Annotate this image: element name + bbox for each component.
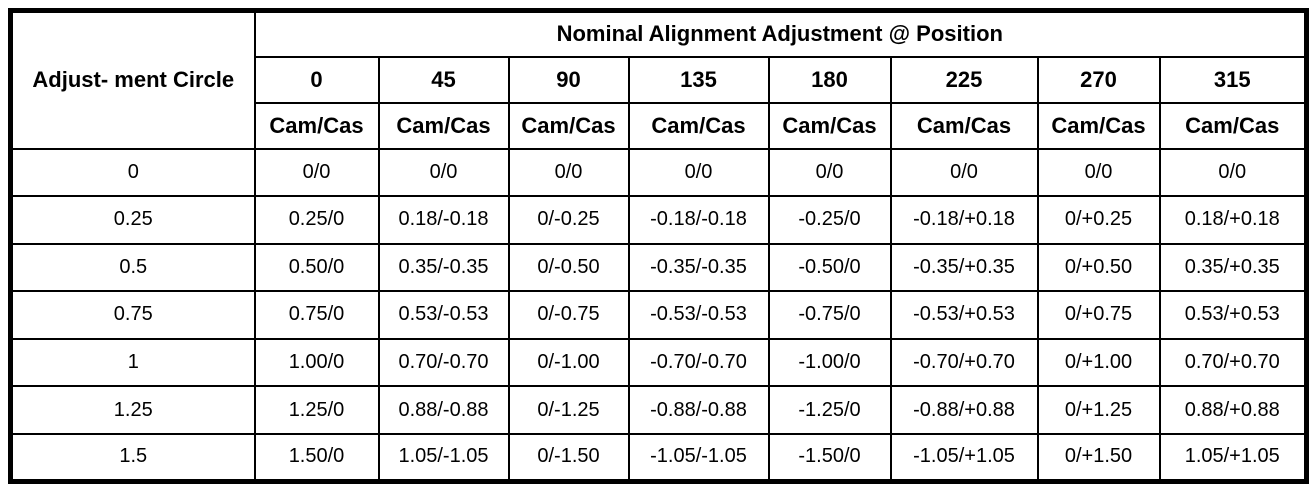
subheader-cam-cas-45: Cam/Cas bbox=[377, 101, 510, 150]
table-row-circle-1-25: 1.25 1.25/0 0.88/-0.88 0/-1.25 -0.88/-0.… bbox=[9, 385, 1308, 435]
table-cell: -0.35/+0.35 bbox=[889, 242, 1039, 293]
table-cell: 0.88/-0.88 bbox=[377, 385, 510, 435]
circle-value: 1 bbox=[9, 337, 256, 388]
table-cell: 1.50/0 bbox=[253, 432, 380, 483]
table-cell: 0.88/+0.88 bbox=[1158, 385, 1308, 435]
table-cell: -1.00/0 bbox=[767, 337, 892, 388]
group-header-nominal-alignment: Nominal Alignment Adjustment @ Position bbox=[253, 9, 1308, 58]
table-cell: 0/0 bbox=[507, 147, 630, 198]
subheader-cam-cas-90: Cam/Cas bbox=[507, 101, 630, 150]
alignment-adjustment-table: Adjust- ment Circle Nominal Alignment Ad… bbox=[8, 8, 1310, 484]
position-header-135: 135 bbox=[627, 55, 770, 104]
table-cell: 1.05/+1.05 bbox=[1158, 432, 1308, 483]
table-row-circle-1-5: 1.5 1.50/0 1.05/-1.05 0/-1.50 -1.05/-1.0… bbox=[9, 432, 1308, 483]
table-cell: 0/-1.00 bbox=[507, 337, 630, 388]
table-row-circle-0-25: 0.25 0.25/0 0.18/-0.18 0/-0.25 -0.18/-0.… bbox=[9, 195, 1308, 245]
circle-value: 0 bbox=[9, 147, 256, 198]
subheader-cam-cas-225: Cam/Cas bbox=[889, 101, 1039, 150]
table-cell: 1.25/0 bbox=[253, 385, 380, 435]
position-header-90: 90 bbox=[507, 55, 630, 104]
table-cell: 1.00/0 bbox=[253, 337, 380, 388]
table-cell: 0.18/-0.18 bbox=[377, 195, 510, 245]
table-cell: -0.53/+0.53 bbox=[889, 290, 1039, 340]
table-cell: 0/+0.25 bbox=[1036, 195, 1161, 245]
circle-value: 0.25 bbox=[9, 195, 256, 245]
position-header-225: 225 bbox=[889, 55, 1039, 104]
table-cell: 0/0 bbox=[377, 147, 510, 198]
table-cell: 0/+1.50 bbox=[1036, 432, 1161, 483]
table-cell: 0/0 bbox=[1158, 147, 1308, 198]
table-cell: -0.18/-0.18 bbox=[627, 195, 770, 245]
subheader-cam-cas-270: Cam/Cas bbox=[1036, 101, 1161, 150]
corner-header-adjustment-circle: Adjust- ment Circle bbox=[9, 9, 256, 150]
table-cell: -1.05/-1.05 bbox=[627, 432, 770, 483]
table-cell: 0.53/-0.53 bbox=[377, 290, 510, 340]
table-row-circle-1: 1 1.00/0 0.70/-0.70 0/-1.00 -0.70/-0.70 … bbox=[9, 337, 1308, 388]
subheader-row: Cam/Cas Cam/Cas Cam/Cas Cam/Cas Cam/Cas … bbox=[11, 101, 1308, 150]
circle-value: 1.25 bbox=[9, 385, 256, 435]
table-cell: 0/-1.25 bbox=[507, 385, 630, 435]
subheader-cam-cas-315: Cam/Cas bbox=[1158, 101, 1308, 150]
table-cell: -0.25/0 bbox=[767, 195, 892, 245]
table-cell: 1.05/-1.05 bbox=[377, 432, 510, 483]
group-header-row: Adjust- ment Circle Nominal Alignment Ad… bbox=[9, 9, 1308, 150]
table-cell: 0/0 bbox=[889, 147, 1039, 198]
table-cell: -0.53/-0.53 bbox=[627, 290, 770, 340]
table-cell: 0.50/0 bbox=[253, 242, 380, 293]
table-cell: -0.88/-0.88 bbox=[627, 385, 770, 435]
table-cell: -0.18/+0.18 bbox=[889, 195, 1039, 245]
table-cell: 0/0 bbox=[767, 147, 892, 198]
table-row-circle-0-5: 0.5 0.50/0 0.35/-0.35 0/-0.50 -0.35/-0.3… bbox=[9, 242, 1308, 293]
subheader-cam-cas-135: Cam/Cas bbox=[627, 101, 770, 150]
table-cell: 0/0 bbox=[1036, 147, 1161, 198]
table-cell: 0.18/+0.18 bbox=[1158, 195, 1308, 245]
table-cell: 0/0 bbox=[253, 147, 380, 198]
position-header-180: 180 bbox=[767, 55, 892, 104]
table-cell: 0/+1.00 bbox=[1036, 337, 1161, 388]
position-header-0: 0 bbox=[253, 55, 380, 104]
table-cell: 0/-0.50 bbox=[507, 242, 630, 293]
table-cell: 0/-0.25 bbox=[507, 195, 630, 245]
table-cell: 0.75/0 bbox=[253, 290, 380, 340]
table-cell: 0/+0.75 bbox=[1036, 290, 1161, 340]
table-cell: 0/+1.25 bbox=[1036, 385, 1161, 435]
table-row-circle-0-75: 0.75 0.75/0 0.53/-0.53 0/-0.75 -0.53/-0.… bbox=[9, 290, 1308, 340]
table-cell: 0.35/+0.35 bbox=[1158, 242, 1308, 293]
table-cell: -0.35/-0.35 bbox=[627, 242, 770, 293]
table-cell: -1.25/0 bbox=[767, 385, 892, 435]
table-cell: -0.75/0 bbox=[767, 290, 892, 340]
subheader-cam-cas-180: Cam/Cas bbox=[767, 101, 892, 150]
circle-value: 1.5 bbox=[9, 432, 256, 483]
table-cell: 0.53/+0.53 bbox=[1158, 290, 1308, 340]
table-cell: -0.70/-0.70 bbox=[627, 337, 770, 388]
table-cell: -0.88/+0.88 bbox=[889, 385, 1039, 435]
position-header-270: 270 bbox=[1036, 55, 1161, 104]
table-cell: -1.50/0 bbox=[767, 432, 892, 483]
table-cell: -0.70/+0.70 bbox=[889, 337, 1039, 388]
table-cell: 0.70/-0.70 bbox=[377, 337, 510, 388]
table-cell: 0.70/+0.70 bbox=[1158, 337, 1308, 388]
table-cell: 0.35/-0.35 bbox=[377, 242, 510, 293]
table-cell: 0/+0.50 bbox=[1036, 242, 1161, 293]
table-cell: -1.05/+1.05 bbox=[889, 432, 1039, 483]
subheader-cam-cas-0: Cam/Cas bbox=[253, 101, 380, 150]
table-row-circle-0: 0 0/0 0/0 0/0 0/0 0/0 0/0 0/0 0/0 bbox=[9, 147, 1308, 198]
position-header-row: 0 45 90 135 180 225 270 315 bbox=[11, 55, 1308, 104]
position-header-315: 315 bbox=[1158, 55, 1308, 104]
table-cell: 0.25/0 bbox=[253, 195, 380, 245]
circle-value: 0.5 bbox=[9, 242, 256, 293]
circle-value: 0.75 bbox=[9, 290, 256, 340]
table-cell: 0/-0.75 bbox=[507, 290, 630, 340]
table-cell: 0/0 bbox=[627, 147, 770, 198]
table-cell: 0/-1.50 bbox=[507, 432, 630, 483]
position-header-45: 45 bbox=[377, 55, 510, 104]
table-cell: -0.50/0 bbox=[767, 242, 892, 293]
